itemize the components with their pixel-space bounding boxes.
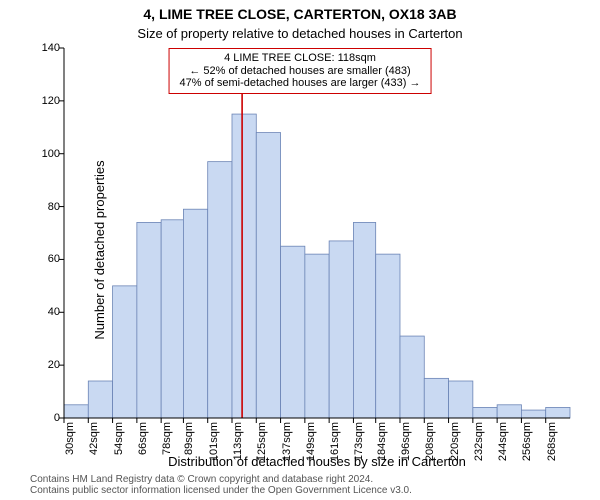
callout-box: 4 LIME TREE CLOSE: 118sqm ← 52% of detac… — [169, 48, 432, 94]
histogram-bar — [64, 405, 88, 418]
x-tick-label: 196sqm — [400, 422, 412, 482]
y-tick-label: 40 — [10, 306, 60, 318]
x-tick-label: 66sqm — [137, 422, 149, 482]
chart-subtitle: Size of property relative to detached ho… — [0, 26, 600, 41]
histogram-bar — [208, 162, 232, 418]
chart-title: 4, LIME TREE CLOSE, CARTERTON, OX18 3AB — [0, 6, 600, 22]
histogram-bar — [497, 405, 521, 418]
x-tick-label: 161sqm — [329, 422, 341, 482]
y-tick-label: 0 — [10, 412, 60, 424]
histogram-bar — [521, 410, 545, 418]
x-tick-label: 244sqm — [497, 422, 509, 482]
histogram-bar — [449, 381, 473, 418]
x-tick-label: 54sqm — [113, 422, 125, 482]
plot-area — [64, 48, 570, 418]
x-tick-label: 113sqm — [232, 422, 244, 482]
y-tick-label: 120 — [10, 95, 60, 107]
x-tick-label: 149sqm — [305, 422, 317, 482]
x-tick-label: 268sqm — [546, 422, 558, 482]
histogram-bar — [183, 209, 207, 418]
x-tick-label: 30sqm — [64, 422, 76, 482]
x-tick-label: 208sqm — [424, 422, 436, 482]
x-tick-label: 101sqm — [208, 422, 220, 482]
histogram-bar — [88, 381, 112, 418]
x-tick-label: 256sqm — [521, 422, 533, 482]
y-tick-label: 100 — [10, 148, 60, 160]
histogram-bar — [161, 220, 183, 418]
histogram-bar — [305, 254, 329, 418]
callout-line-1: 4 LIME TREE CLOSE: 118sqm — [180, 52, 421, 65]
histogram-bar — [137, 222, 161, 418]
x-tick-label: 125sqm — [256, 422, 268, 482]
callout-line-3: 47% of semi-detached houses are larger (… — [180, 77, 421, 90]
x-tick-label: 220sqm — [449, 422, 461, 482]
histogram-bar — [400, 336, 424, 418]
histogram-bar — [256, 133, 280, 418]
histogram-bar — [424, 378, 448, 418]
histogram-bar — [329, 241, 353, 418]
histogram-bar — [232, 114, 256, 418]
histogram-bar — [281, 246, 305, 418]
histogram-svg — [64, 48, 570, 418]
histogram-bar — [473, 407, 497, 418]
histogram-bar — [113, 286, 137, 418]
y-tick-label: 140 — [10, 42, 60, 54]
footer-attribution: Contains HM Land Registry data © Crown c… — [30, 474, 590, 496]
histogram-bar — [353, 222, 375, 418]
y-tick-label: 60 — [10, 253, 60, 265]
x-tick-label: 78sqm — [161, 422, 173, 482]
x-tick-label: 89sqm — [183, 422, 195, 482]
x-tick-label: 173sqm — [353, 422, 365, 482]
chart-container: { "title": "4, LIME TREE CLOSE, CARTERTO… — [0, 0, 600, 500]
x-tick-label: 42sqm — [88, 422, 100, 482]
x-tick-label: 184sqm — [376, 422, 388, 482]
x-tick-label: 137sqm — [281, 422, 293, 482]
callout-line-2: ← 52% of detached houses are smaller (48… — [180, 65, 421, 78]
footer-line-2: Contains public sector information licen… — [30, 485, 590, 496]
y-tick-label: 20 — [10, 359, 60, 371]
histogram-bar — [376, 254, 400, 418]
histogram-bar — [546, 407, 570, 418]
y-tick-label: 80 — [10, 201, 60, 213]
footer-line-1: Contains HM Land Registry data © Crown c… — [30, 474, 590, 485]
x-tick-label: 232sqm — [473, 422, 485, 482]
